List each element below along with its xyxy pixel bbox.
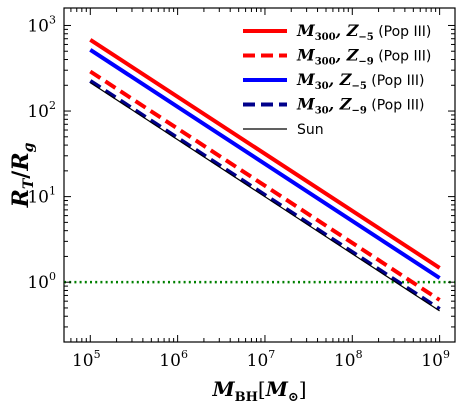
labels-layer: 105 106 107 108 109 100 101 102 103 MBH[M⊙] RT/Rg: [8, 13, 450, 405]
y-tick-label-2: 102: [27, 99, 56, 122]
x-axis-label: MBH[M⊙]: [211, 377, 306, 405]
series-line-0: [89, 38, 441, 270]
legend-label-0: M300, Z−5 (Pop III): [296, 21, 431, 43]
series-line-2: [89, 48, 441, 280]
x-tick-label-0: 105: [72, 348, 101, 371]
x-tick-label-3: 108: [334, 348, 363, 371]
legend-label-4: Sun: [297, 122, 324, 138]
x-tick-label-2: 107: [247, 348, 276, 371]
legend: M300, Z−5 (Pop III)M300, Z−9 (Pop III)M3…: [243, 21, 431, 138]
x-tick-label-4: 109: [421, 348, 450, 371]
y-tick-label-3: 103: [27, 13, 56, 36]
y-axis-label: RT/Rg: [8, 142, 37, 208]
x-tick-label-1: 106: [159, 348, 188, 371]
ticks-layer: [63, 8, 455, 343]
plot-area: [63, 7, 456, 343]
series-line-1: [89, 69, 441, 302]
series-line-3: [89, 79, 441, 311]
y-tick-label-1: 101: [27, 185, 56, 208]
legend-label-3: M30, Z−9 (Pop III): [296, 95, 424, 117]
legend-label-1: M300, Z−9 (Pop III): [296, 46, 431, 68]
legend-label-2: M30, Z−5 (Pop III): [296, 70, 424, 92]
series-layer: [64, 38, 455, 312]
series-line-4: [89, 82, 440, 312]
y-tick-label-0: 100: [27, 270, 56, 293]
plot-frame: [63, 7, 456, 343]
